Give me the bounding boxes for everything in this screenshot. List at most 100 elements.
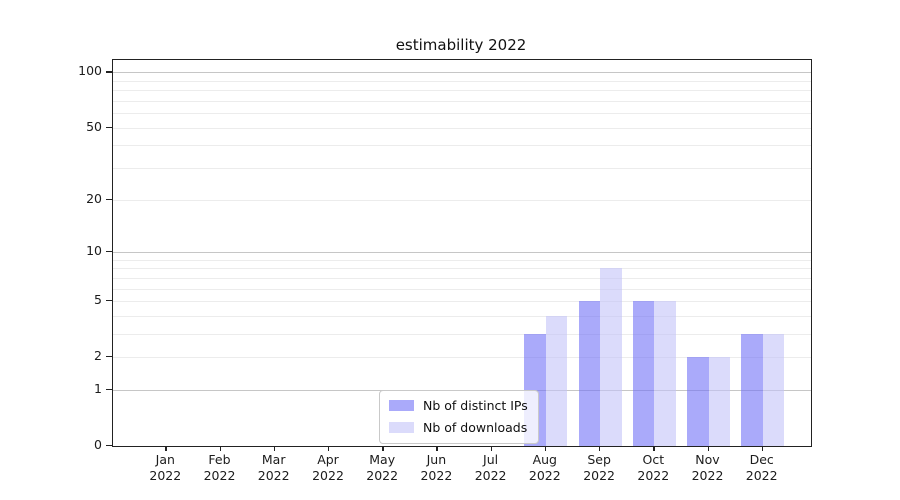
- x-tick-mark: [490, 446, 492, 451]
- gridline-minor: [113, 315, 811, 317]
- x-tick-month: Apr: [317, 452, 339, 467]
- gridline-minor: [113, 145, 811, 147]
- x-tick-mark: [273, 446, 276, 451]
- chart-title: estimability 2022: [395, 36, 527, 54]
- x-tick-label: Mar 2022: [243, 452, 305, 483]
- x-tick-label: Jun 2022: [405, 452, 467, 483]
- x-tick-year: 2022: [528, 467, 561, 483]
- legend-label: Nb of downloads: [423, 420, 528, 435]
- x-tick-year: 2022: [149, 467, 182, 483]
- x-tick-label: May 2022: [351, 452, 413, 483]
- x-tick-mark: [382, 446, 384, 451]
- gridline-minor: [113, 357, 811, 359]
- x-tick-label: Dec 2022: [731, 452, 793, 483]
- x-tick-year: 2022: [420, 467, 453, 483]
- y-tick-label: 50: [86, 118, 102, 134]
- x-tick-month: Jun: [426, 452, 447, 467]
- gridline-minor: [113, 127, 811, 129]
- y-tick-mark: [106, 445, 112, 447]
- gridline-minor: [113, 199, 811, 201]
- legend-label: Nb of distinct IPs: [423, 398, 528, 413]
- y-tick-mark: [106, 71, 112, 73]
- x-tick-month: Nov: [695, 452, 720, 467]
- plot-area: Nb of distinct IPs Nb of downloads: [112, 59, 812, 447]
- x-tick-label: Jan 2022: [134, 452, 196, 483]
- gridline-minor: [113, 288, 811, 290]
- legend-swatch-distinct-ips: [389, 400, 414, 411]
- x-tick-year: 2022: [257, 467, 290, 483]
- bar-distinct-ips: [632, 300, 655, 446]
- y-tick-label: 10: [86, 242, 102, 258]
- x-tick-mark: [653, 446, 655, 451]
- y-tick-mark: [106, 388, 112, 391]
- y-tick-mark: [106, 126, 112, 129]
- y-tick-label: 0: [94, 437, 102, 452]
- gridline-minor: [113, 259, 811, 261]
- legend-item-downloads: Nb of downloads: [389, 418, 528, 437]
- x-tick-month: Sep: [587, 452, 611, 467]
- x-tick-year: 2022: [583, 467, 615, 483]
- y-tick-label: 100: [78, 63, 102, 79]
- gridline-minor: [113, 113, 811, 115]
- x-tick-month: Dec: [749, 452, 774, 467]
- gridline-major: [113, 72, 811, 74]
- gridline-minor: [113, 333, 811, 335]
- x-tick-year: 2022: [474, 467, 507, 483]
- gridline-minor: [113, 300, 811, 302]
- x-tick-mark: [599, 446, 601, 451]
- x-tick-month: Jul: [483, 452, 499, 467]
- x-tick-mark: [328, 446, 330, 451]
- x-tick-mark: [707, 446, 709, 451]
- legend-item-distinct-ips: Nb of distinct IPs: [389, 396, 528, 415]
- x-tick-label: Nov 2022: [677, 452, 739, 483]
- x-tick-year: 2022: [203, 467, 236, 483]
- x-tick-label: Jul 2022: [460, 452, 522, 483]
- x-tick-mark: [219, 446, 221, 451]
- x-tick-label: Feb 2022: [189, 452, 251, 483]
- y-tick-mark: [106, 250, 112, 253]
- bar-distinct-ips: [741, 333, 763, 446]
- x-tick-year: 2022: [312, 467, 344, 483]
- x-tick-month: Feb: [208, 452, 231, 467]
- gridline-major: [113, 251, 811, 253]
- gridline-minor: [113, 168, 811, 169]
- gridline-minor: [113, 268, 811, 270]
- gridline-minor: [113, 80, 811, 82]
- x-tick-month: Mar: [261, 452, 286, 467]
- y-tick-label: 5: [94, 291, 102, 307]
- bar-downloads: [545, 315, 568, 446]
- x-tick-label: Oct 2022: [622, 452, 684, 483]
- x-tick-mark: [165, 446, 167, 451]
- y-tick-mark: [106, 356, 112, 358]
- y-tick-mark: [106, 299, 112, 302]
- x-tick-month: Oct: [642, 452, 665, 467]
- gridline-minor: [113, 100, 811, 102]
- x-tick-label: Apr 2022: [297, 452, 359, 483]
- x-tick-mark: [436, 446, 438, 451]
- x-tick-month: May: [369, 452, 396, 467]
- bar-distinct-ips: [578, 300, 601, 446]
- y-tick-label: 2: [94, 348, 102, 364]
- bar-distinct-ips: [687, 357, 709, 446]
- bar-downloads: [708, 357, 730, 446]
- gridline-minor: [113, 90, 811, 92]
- x-tick-mark: [544, 446, 547, 451]
- x-tick-month: Jan: [155, 452, 175, 467]
- x-tick-year: 2022: [637, 467, 670, 483]
- x-tick-month: Aug: [532, 452, 557, 467]
- x-tick-mark: [761, 446, 764, 451]
- x-tick-year: 2022: [691, 467, 724, 483]
- legend-swatch-downloads: [389, 422, 414, 433]
- x-tick-label: Sep 2022: [568, 452, 630, 483]
- bar-downloads: [600, 268, 622, 446]
- gridline-minor: [113, 277, 811, 279]
- x-tick-year: 2022: [745, 467, 778, 483]
- x-tick-year: 2022: [366, 467, 399, 483]
- bar-downloads: [762, 333, 785, 446]
- legend: Nb of distinct IPs Nb of downloads: [379, 390, 539, 444]
- y-tick-mark: [106, 198, 112, 200]
- bar-downloads: [654, 300, 676, 446]
- y-tick-label: 20: [86, 190, 102, 206]
- x-tick-label: Aug 2022: [514, 452, 576, 483]
